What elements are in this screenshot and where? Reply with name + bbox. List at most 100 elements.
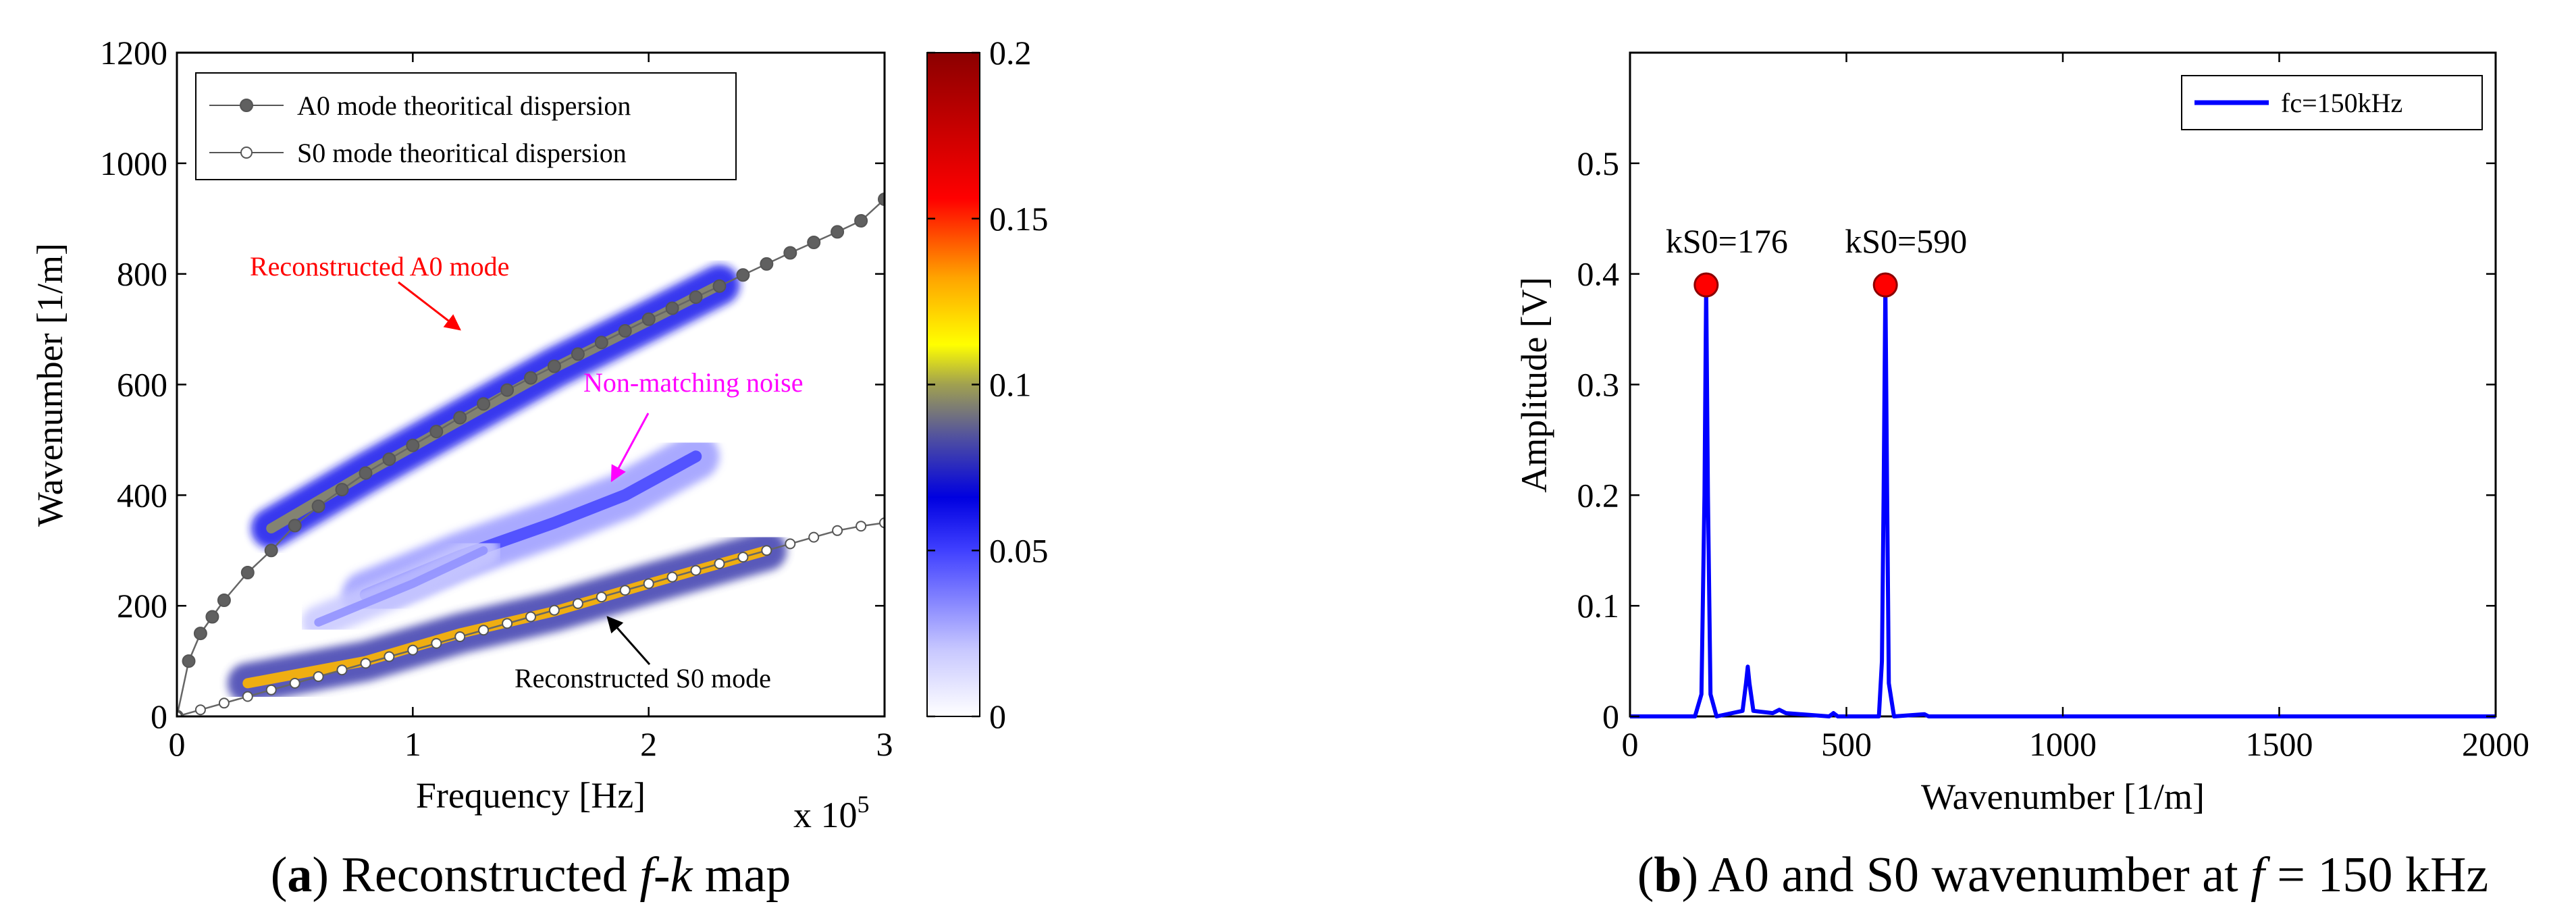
annotation-a0-mode: Reconstructed A0 mode (250, 251, 509, 282)
caption-a-suffix: map (692, 847, 791, 903)
s0-point-11 (431, 637, 442, 649)
peak-marker-0 (1693, 272, 1719, 298)
a0-point-29 (807, 236, 821, 249)
a0-point-26 (736, 268, 750, 282)
s0-point-29 (856, 521, 867, 532)
a0-point-11 (382, 452, 396, 467)
colorbar-tick-label-3: 0.15 (989, 200, 1049, 238)
a0-point-18 (547, 359, 561, 373)
y-tick-label-a-5: 1000 (100, 144, 167, 182)
a0-point-17 (524, 371, 537, 385)
y-tick-label-b-5: 0.5 (1577, 144, 1620, 182)
a0-point-3 (205, 610, 219, 624)
s0-point-26 (785, 538, 796, 550)
axis-ticks-a: 0 1 2 3 0 200 400 600 800 1000 1200 (100, 34, 893, 763)
caption-a-k: k (671, 847, 693, 903)
a0-point-27 (760, 257, 774, 271)
s0-point-20 (643, 578, 654, 589)
legend-s0-marker (240, 147, 253, 159)
x-tick-label-b-0: 0 (1622, 725, 1639, 763)
legend-b-label: fc=150kHz (2281, 88, 2402, 118)
panel-b-amplitude: 0 500 1000 1500 2000 0 0.1 0.2 0.3 0.4 0.5 kS0=176… (1514, 51, 2529, 903)
a0-point-21 (618, 324, 632, 338)
y-tick-label-b-3: 0.3 (1577, 366, 1620, 404)
s0-point-4 (265, 684, 277, 695)
s0-point-9 (384, 651, 395, 662)
a0-point-7 (288, 519, 302, 533)
a0-point-16 (500, 383, 515, 397)
annotation-s0-mode: Reconstructed S0 mode (515, 663, 771, 693)
s0-point-5 (289, 677, 300, 689)
a0-point-25 (712, 279, 727, 293)
a0-point-20 (594, 336, 608, 350)
s0-point-6 (313, 671, 324, 682)
y-tick-label-a-4: 800 (117, 255, 167, 293)
plot-frame-b (1629, 51, 2497, 718)
y-tick-label-b-0: 0 (1602, 698, 1619, 735)
s0-point-27 (808, 531, 820, 543)
s0-point-18 (596, 591, 607, 603)
y-tick-label-b-1: 0.1 (1577, 587, 1620, 625)
a0-point-2 (193, 627, 207, 641)
s0-point-15 (525, 611, 536, 623)
colorbar-tick-label-1: 0.05 (989, 531, 1049, 569)
x-multiplier-exp: 5 (858, 791, 870, 818)
y-tick-label-a-6: 1200 (100, 34, 167, 72)
annotations-a: Reconstructed A0 mode Non-matching noise… (250, 251, 804, 693)
s0-point-2 (218, 698, 230, 709)
s0-point-14 (502, 618, 513, 629)
amplitude-series (1630, 283, 2496, 718)
s0-point-3 (242, 691, 253, 702)
a0-point-19 (571, 347, 585, 361)
s0-point-19 (619, 585, 631, 596)
y-axis-label-b: Amplitude [V] (1514, 277, 1554, 492)
caption-b-open: ( (1637, 847, 1654, 903)
a0-point-9 (335, 483, 349, 497)
caption-a-dash: - (654, 847, 671, 903)
a0-point-23 (665, 301, 679, 315)
s0-point-7 (336, 664, 348, 676)
s0-point-8 (360, 658, 371, 669)
x-tick-label-a-0: 0 (169, 725, 186, 763)
a0-point-30 (831, 225, 845, 239)
colorbar-tick-label-4: 0.2 (989, 34, 1032, 72)
a0-point-4 (217, 594, 231, 607)
x-tick-label-a-1: 1 (404, 725, 421, 763)
y-tick-label-b-2: 0.2 (1577, 476, 1620, 514)
x-tick-label-a-3: 3 (876, 725, 893, 763)
annotation-noise: Non-matching noise (583, 367, 804, 398)
x-tick-label-b-3: 1500 (2246, 725, 2313, 763)
y-tick-label-a-0: 0 (151, 698, 167, 735)
a0-point-28 (783, 246, 797, 260)
a0-point-24 (689, 290, 703, 305)
a0-point-1 (182, 654, 196, 668)
caption-b-close: ) (1682, 847, 1699, 903)
legend-b: fc=150kHz (2181, 75, 2483, 130)
colorbar-gradient (926, 52, 980, 717)
annotation-s0-arrow (606, 616, 651, 665)
a0-point-6 (264, 544, 278, 558)
legend-a: A0 mode theoritical dispersion S0 mode t… (195, 72, 737, 180)
s0-point-10 (407, 644, 419, 656)
x-axis-label-b: Wavenumber [1/m] (1921, 777, 2205, 817)
axis-ticks-b: 0 500 1000 1500 2000 0 0.1 0.2 0.3 0.4 0.5 (1577, 53, 2529, 763)
annotation-noise-arrow (610, 413, 650, 483)
x-tick-label-b-1: 500 (1821, 725, 1872, 763)
panel-a-fk-map: 0 1 2 3 0 200 400 600 800 1000 1200 Frequency [Hz]… (30, 34, 1049, 903)
a0-point-22 (641, 312, 656, 326)
caption-a-open: ( (271, 847, 288, 903)
colorbar-tick-label-0: 0 (989, 698, 1006, 735)
colorbar-tick-label-2: 0.1 (989, 366, 1032, 404)
y-tick-label-a-2: 400 (117, 476, 167, 514)
y-tick-label-b-4: 0.4 (1577, 255, 1620, 293)
x-tick-label-b-4: 2000 (2462, 725, 2529, 763)
x-multiplier-a: x 105 (793, 791, 870, 835)
s0-point-22 (690, 564, 702, 576)
reconstructed-band-core-3 (314, 546, 488, 627)
x-tick-label-a-2: 2 (640, 725, 657, 763)
y-tick-label-a-1: 200 (117, 587, 167, 625)
x-multiplier-base: x 10 (793, 795, 858, 835)
a0-point-10 (359, 466, 373, 480)
caption-a: (a) Reconstructed f-k map (271, 847, 791, 903)
